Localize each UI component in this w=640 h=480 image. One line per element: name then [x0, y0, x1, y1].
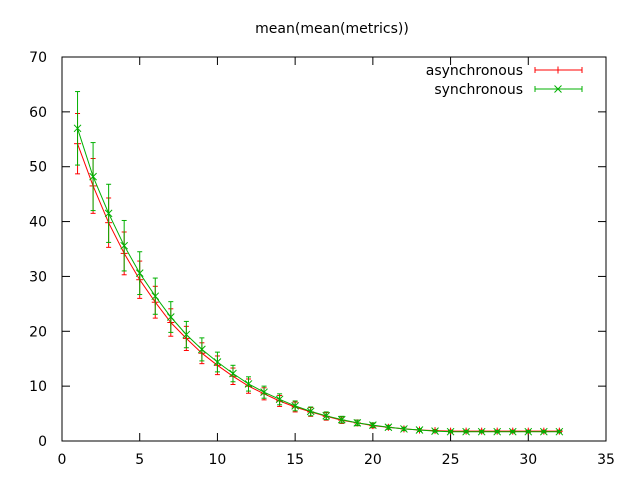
legend: asynchronous synchronous — [426, 63, 583, 98]
y-tick-label: 70 — [29, 50, 47, 66]
series-synchronous — [73, 91, 564, 436]
y-tick-label: 60 — [29, 105, 47, 121]
x-stroke — [554, 85, 562, 93]
x-stroke — [477, 427, 486, 436]
data-point-synchronous — [213, 358, 222, 366]
data-point-synchronous — [431, 427, 439, 435]
data-point-synchronous — [337, 415, 346, 424]
legend-sample-synchronous — [534, 85, 583, 93]
x-stroke — [182, 330, 191, 339]
x-stroke — [353, 419, 362, 427]
x-stroke — [369, 421, 377, 429]
x-stroke — [508, 427, 517, 436]
data-point-synchronous — [151, 292, 160, 301]
chart-title: mean(mean(metrics)) — [255, 21, 409, 37]
data-point-synchronous — [73, 124, 82, 133]
x-stroke — [198, 345, 206, 354]
data-point-synchronous — [477, 427, 486, 436]
data-point-synchronous — [135, 269, 144, 277]
y-tick-label: 0 — [38, 434, 47, 450]
data-point-synchronous — [446, 427, 455, 436]
data-point-synchronous — [306, 407, 315, 416]
x-stroke — [73, 124, 82, 133]
x-stroke — [89, 172, 97, 181]
data-point-synchronous — [555, 427, 564, 436]
data-point-synchronous — [508, 427, 517, 436]
x-tick-label: 25 — [442, 452, 460, 468]
x-stroke — [120, 241, 129, 250]
data-point-synchronous — [539, 427, 548, 436]
data-point-synchronous — [229, 369, 237, 378]
x-stroke — [151, 292, 160, 301]
x-stroke — [555, 427, 564, 436]
series-line-synchronous — [77, 128, 560, 433]
data-point-synchronous — [493, 427, 502, 436]
x-stroke — [291, 402, 299, 410]
data-point-synchronous — [120, 241, 129, 250]
plot-frame — [61, 56, 607, 442]
x-tick-label: 20 — [364, 452, 382, 468]
y-tick-label: 10 — [29, 379, 47, 395]
legend-label-synchronous: synchronous — [434, 82, 523, 98]
x-tick-label: 35 — [597, 452, 615, 468]
x-tick-label: 15 — [286, 452, 304, 468]
x-stroke — [322, 411, 331, 420]
data-point-synchronous — [322, 411, 331, 420]
data-point-synchronous — [353, 419, 362, 427]
data-point-synchronous — [291, 402, 299, 410]
data-point-synchronous — [275, 395, 284, 404]
x-stroke — [337, 415, 346, 424]
x-stroke — [415, 426, 424, 434]
data-point-synchronous — [369, 421, 377, 429]
x-stroke — [275, 395, 284, 404]
x-stroke — [135, 269, 144, 277]
data-point-synchronous — [104, 209, 113, 218]
data-point-synchronous — [462, 427, 470, 436]
x-stroke — [524, 427, 533, 436]
y-tick-label: 30 — [29, 269, 47, 285]
x-stroke — [306, 407, 315, 416]
y-tick-label: 40 — [29, 215, 47, 231]
x-stroke — [493, 427, 502, 436]
data-point-synchronous — [524, 427, 533, 436]
x-stroke — [400, 425, 408, 433]
x-stroke — [260, 388, 268, 397]
data-point-synchronous — [244, 380, 253, 388]
data-point-synchronous — [198, 345, 206, 354]
data-point-synchronous — [260, 388, 268, 397]
legend-marker-asynchronous — [554, 66, 562, 74]
x-stroke — [229, 369, 237, 378]
data-point-synchronous — [182, 330, 191, 339]
data-point-synchronous — [415, 426, 424, 434]
x-stroke — [244, 380, 253, 388]
x-stroke — [431, 427, 439, 435]
data-point-synchronous — [166, 313, 175, 321]
legend-sample-asynchronous — [534, 66, 583, 74]
x-tick-label: 30 — [519, 452, 537, 468]
series-asynchronous — [74, 113, 563, 435]
x-stroke — [462, 427, 470, 436]
legend-marker-synchronous — [554, 85, 562, 93]
data-point-synchronous — [400, 425, 408, 433]
x-tick-label: 0 — [58, 452, 67, 468]
y-tick-label: 20 — [29, 324, 47, 340]
x-stroke — [446, 427, 455, 436]
legend-label-asynchronous: asynchronous — [426, 63, 523, 79]
x-stroke — [166, 313, 175, 321]
y-tick-label: 50 — [29, 160, 47, 176]
x-stroke — [539, 427, 548, 436]
data-point-synchronous — [89, 172, 97, 181]
data-point-synchronous — [384, 423, 393, 432]
x-stroke — [384, 423, 393, 432]
x-stroke — [104, 209, 113, 218]
x-tick-label: 5 — [135, 452, 144, 468]
x-tick-label: 10 — [209, 452, 227, 468]
x-stroke — [213, 358, 222, 366]
